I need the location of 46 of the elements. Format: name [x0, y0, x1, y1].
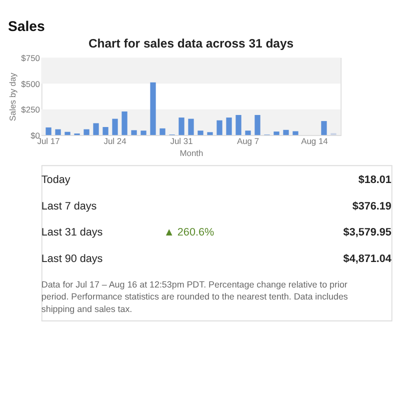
text: $3,579.95 — [343, 226, 392, 239]
chart-title: Sales — [8, 18, 45, 34]
bar — [198, 130, 204, 136]
bar — [131, 130, 137, 136]
bar — [226, 118, 232, 136]
text: Last 90 days — [41, 253, 104, 266]
bar — [140, 130, 146, 136]
bar — [64, 132, 70, 136]
text: Last 7 days — [41, 200, 98, 212]
text: $4,871.04 — [343, 253, 392, 266]
bar — [102, 127, 108, 136]
text: Data for Jul 17 – Aug 16 at 12:53pm PDT. Percentage change relative to prior period. Performance statistics are rounded to the nearest tenth. Data includes shipping and sales tax. — [41, 279, 348, 314]
bar — [84, 129, 90, 136]
text: ▲ 260.6% — [164, 226, 214, 239]
bar — [254, 114, 260, 136]
bar — [245, 130, 251, 136]
y-tick-label: $500 — [21, 78, 40, 89]
bar — [236, 114, 242, 136]
x-tick-label: Jul 24 — [104, 136, 127, 146]
text: Today — [41, 174, 71, 186]
bar — [122, 111, 128, 136]
bar — [274, 132, 280, 136]
bar — [292, 131, 298, 136]
text: $18.01 — [358, 174, 392, 186]
chart-subtitle: Chart for sales data across 31 days — [88, 36, 294, 51]
bar — [93, 123, 99, 136]
bar — [150, 82, 156, 136]
bar — [55, 129, 61, 136]
x-tick-label: Aug 14 — [301, 136, 328, 146]
text: Last 31 days — [41, 226, 104, 239]
y-tick-label: $250 — [21, 104, 40, 115]
x-tick-label: Jul 31 — [170, 136, 194, 146]
bar — [216, 120, 222, 136]
y-tick-label: $750 — [21, 53, 40, 64]
x-tick-label: Aug 7 — [236, 136, 260, 146]
bar — [178, 118, 184, 136]
bar — [188, 118, 194, 136]
bar — [283, 130, 289, 136]
bar — [321, 121, 327, 136]
y-axis-title: Sales by day — [8, 72, 18, 122]
bar — [112, 118, 118, 136]
bar — [46, 127, 52, 136]
bar — [207, 132, 213, 136]
text: $376.19 — [352, 200, 392, 212]
bar — [160, 128, 166, 136]
x-axis-title: Month — [180, 148, 204, 158]
